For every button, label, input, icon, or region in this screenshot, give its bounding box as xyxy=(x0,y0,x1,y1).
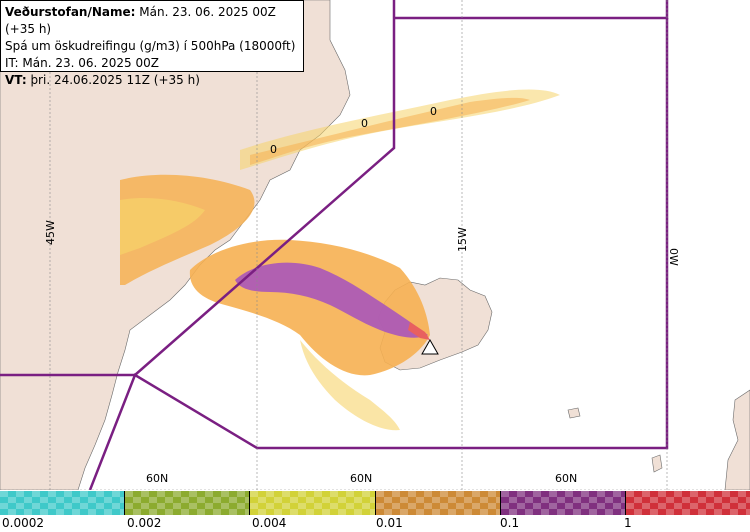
source-label: Veðurstofan/Name: xyxy=(5,5,136,19)
lon-label-45w: 45W xyxy=(44,220,57,245)
legend-tick-4: 0.01 xyxy=(376,516,403,530)
legend-tick-3: 0.004 xyxy=(252,516,287,530)
legend-tick-5: 0.1 xyxy=(500,516,520,530)
shetland-land xyxy=(651,454,663,473)
volcano-icon xyxy=(421,338,439,355)
lon-label-15w: 15W xyxy=(456,227,469,252)
valid-time-label: VT: xyxy=(5,73,27,87)
legend-swatch-1 xyxy=(0,491,125,515)
contour-label-1: 0 xyxy=(430,105,437,118)
ash-plume-core xyxy=(235,262,428,338)
faroe-islands xyxy=(567,407,581,419)
lat-label-1: 60N xyxy=(146,472,168,485)
forecast-description: Spá um öskudreifingu (g/m3) í 500hPa (18… xyxy=(5,39,296,53)
legend-tick-6: 1 xyxy=(624,516,632,530)
legend-swatch-4 xyxy=(374,491,500,515)
legend-swatch-3 xyxy=(249,491,375,515)
lon-label-0w: 0W xyxy=(667,248,680,266)
concentration-legend: 0.0002 0.002 0.004 0.01 0.1 1 xyxy=(0,491,750,532)
legend-swatch-5 xyxy=(499,491,625,515)
forecast-info-box: Veðurstofan/Name: Mán. 23. 06. 2025 00Z … xyxy=(0,0,304,87)
lat-label-3: 60N xyxy=(555,472,577,485)
legend-tick-1: 0.0002 xyxy=(2,516,44,530)
ash-forecast-map: 45W 15W 0W 60N 60N 60N 0 0 0 xyxy=(0,0,750,490)
initial-time: IT: Mán. 23. 06. 2025 00Z xyxy=(5,56,159,70)
lat-label-2: 60N xyxy=(350,472,372,485)
legend-color-bar xyxy=(0,491,750,515)
scandinavia-land xyxy=(724,389,750,490)
legend-tick-2: 0.002 xyxy=(127,516,162,530)
legend-swatch-6 xyxy=(624,491,750,515)
issue-time: Mán. 23. 06. 2025 00Z (+35 h) xyxy=(5,5,276,36)
valid-time: þri. 24.06.2025 11Z (+35 h) xyxy=(26,73,200,87)
graticule xyxy=(0,0,750,490)
contour-label-3: 0 xyxy=(270,143,277,156)
contour-label-2: 0 xyxy=(361,117,368,130)
legend-swatch-2 xyxy=(124,491,250,515)
